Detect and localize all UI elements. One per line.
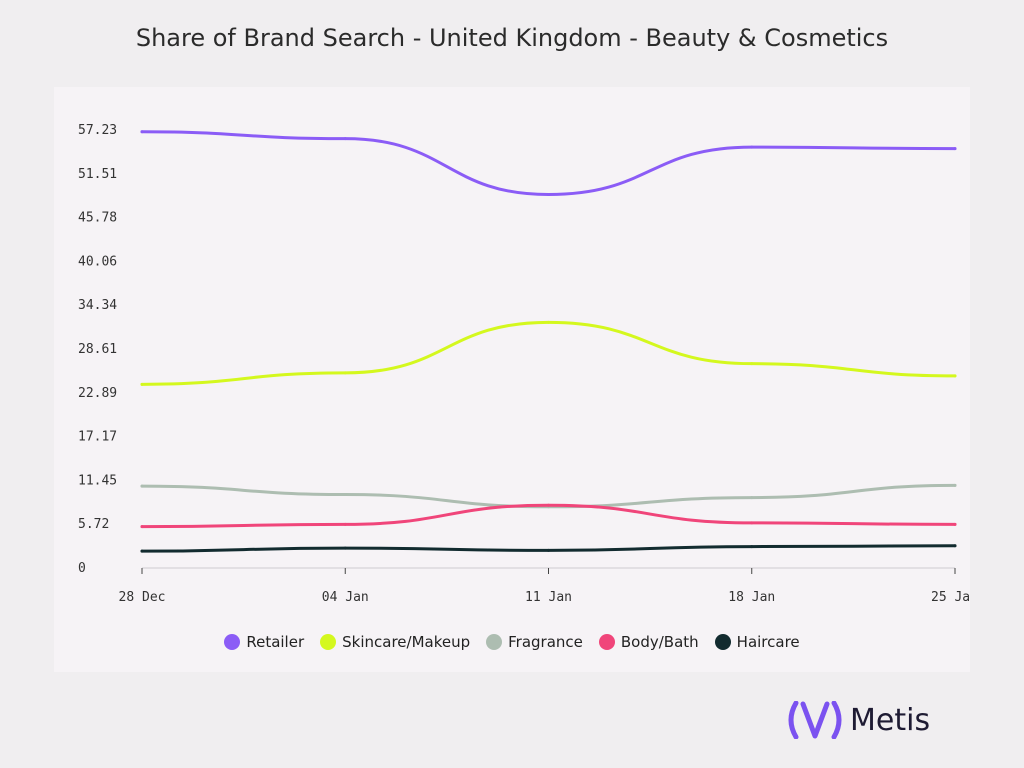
legend-swatch-icon [224,634,241,650]
brand-logo: Metis [788,700,930,740]
data-point[interactable] [140,130,144,134]
legend-label: Retailer [246,633,305,651]
y-tick-label: 34.34 [78,298,117,313]
data-point[interactable] [953,544,957,548]
legend-item[interactable]: Skincare/Makeup [320,633,470,651]
series-line-fragrance[interactable] [140,483,957,509]
y-tick-label: 45.78 [78,211,117,226]
series-line-skincare-makeup[interactable] [140,320,957,386]
line-chart: 0 5.72 11.45 17.17 22.89 28.61 34.34 40.06 45.78… [78,123,970,605]
legend-label: Haircare [736,633,800,651]
brand-name: Metis [850,702,931,738]
x-tick-label: 28 Dec [119,590,166,605]
legend-label: Skincare/Makeup [342,633,471,651]
series-line-body-bath[interactable] [140,503,957,529]
y-tick-label: 17.17 [78,430,117,445]
data-point[interactable] [140,549,144,553]
x-tick-label: 11 Jan [525,590,572,605]
y-tick-label: 28.61 [78,342,117,357]
legend: Retailer Skincare/Makeup Fragrance Body/Bat… [54,633,970,651]
y-tick-label: 0 [78,561,86,576]
chart-title: Share of Brand Search - United Kingdom -… [135,24,889,52]
legend-swatch-icon [714,634,731,650]
legend-swatch-icon [598,634,615,650]
data-point[interactable] [750,496,754,500]
y-tick-label: 22.89 [78,386,117,401]
x-tick-label: 25 Ja [931,590,970,605]
y-tick-label: 5.72 [78,517,109,532]
data-point[interactable] [343,137,347,141]
data-point[interactable] [547,193,550,197]
chart-panel: 0 5.72 11.45 17.17 22.89 28.61 34.34 40.06 45.78… [54,87,970,672]
data-point[interactable] [750,145,754,149]
y-tick-label: 11.45 [78,473,117,488]
data-point[interactable] [953,522,957,526]
y-tick-label: 51.51 [78,167,117,182]
data-point[interactable] [140,484,144,488]
legend-label: Body/Bath [620,633,699,651]
data-point[interactable] [953,147,957,151]
legend-item[interactable]: Fragrance [486,633,583,651]
y-tick-label: 57.23 [78,123,117,138]
data-point[interactable] [750,362,754,366]
legend-swatch-icon [320,634,337,650]
legend-item[interactable]: Haircare [714,633,800,651]
data-point[interactable] [750,521,754,525]
data-point[interactable] [343,546,347,550]
series-line-retailer[interactable] [140,130,957,197]
data-point[interactable] [343,493,347,497]
legend-swatch-icon [486,634,503,650]
y-tick-label: 40.06 [78,254,117,269]
data-point[interactable] [343,371,347,375]
data-point[interactable] [547,548,550,552]
data-point[interactable] [140,382,144,386]
data-point[interactable] [140,525,144,529]
data-point[interactable] [750,545,754,549]
data-point[interactable] [547,320,550,324]
x-tick-label: 04 Jan [322,590,369,605]
data-point[interactable] [953,374,957,378]
legend-item[interactable]: Retailer [224,633,304,651]
legend-label: Fragrance [508,633,583,651]
x-tick-label: 18 Jan [728,590,775,605]
legend-item[interactable]: Body/Bath [598,633,699,651]
metis-logo-icon [788,701,842,739]
data-point[interactable] [953,483,957,487]
data-point[interactable] [547,503,550,507]
data-point[interactable] [343,522,347,526]
